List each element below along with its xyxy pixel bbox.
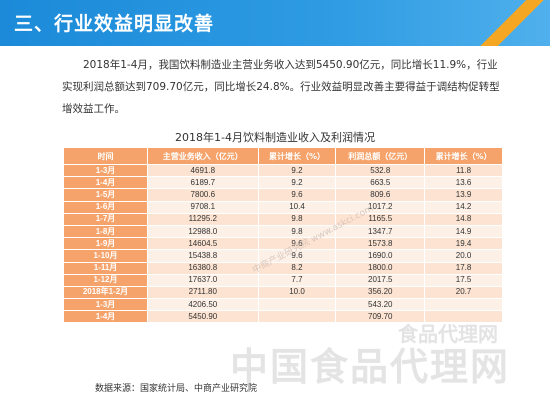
cell-profit-growth: 14.8 bbox=[424, 212, 503, 226]
cell-profit-growth: 14.2 bbox=[424, 200, 503, 214]
cell-revenue: 6189.7 bbox=[147, 176, 259, 190]
table-row: 1-3月 4691.8 9.2 532.8 11.8 bbox=[63, 163, 503, 178]
header-profit-growth: 累计增长（%） bbox=[424, 147, 503, 165]
cell-revenue: 11295.2 bbox=[147, 212, 259, 226]
cell-revenue-growth bbox=[257, 310, 337, 324]
cell-profit: 543.20 bbox=[335, 298, 426, 312]
cell-revenue: 9708.1 bbox=[147, 200, 259, 214]
cell-profit-growth: 20.0 bbox=[424, 249, 503, 263]
revenue-profit-table: 时间 主营业务收入（亿元） 累计增长（%） 利润总额（亿元） 累计增长（%） 1… bbox=[63, 147, 503, 324]
cell-revenue-growth: 9.6 bbox=[257, 188, 337, 202]
header-period: 时间 bbox=[63, 147, 148, 165]
cell-revenue-growth: 10.4 bbox=[257, 200, 337, 214]
cell-period: 1-11月 bbox=[63, 261, 148, 275]
cell-period: 1-5月 bbox=[63, 188, 148, 202]
cell-profit-growth: 13.9 bbox=[424, 188, 503, 202]
cell-profit-growth: 14.9 bbox=[424, 224, 503, 239]
table-row: 1-10月 15438.8 9.6 1690.0 20.0 bbox=[63, 249, 503, 263]
cell-profit: 2017.5 bbox=[335, 273, 426, 287]
cell-revenue: 14604.5 bbox=[147, 237, 259, 251]
cell-revenue-growth: 9.8 bbox=[257, 212, 337, 226]
table-header-row: 时间 主营业务收入（亿元） 累计增长（%） 利润总额（亿元） 累计增长（%） bbox=[63, 147, 503, 165]
cell-profit-growth: 17.8 bbox=[424, 261, 503, 275]
cell-period: 1-6月 bbox=[63, 200, 148, 214]
cell-revenue: 12988.0 bbox=[147, 224, 259, 239]
cell-profit: 709.70 bbox=[335, 310, 426, 324]
cell-revenue: 4206.50 bbox=[147, 298, 259, 312]
cell-revenue: 16380.8 bbox=[147, 261, 259, 275]
cell-period: 1-4月 bbox=[63, 176, 148, 190]
page-title: 三、行业效益明显改善 bbox=[14, 13, 215, 35]
cell-profit-growth: 17.5 bbox=[424, 273, 503, 287]
watermark-logo: 食品代理网 bbox=[398, 322, 498, 346]
decorative-accent bbox=[480, 0, 550, 46]
table-row: 1-8月 12988.0 9.8 1347.7 14.9 bbox=[63, 224, 503, 239]
cell-profit: 1573.8 bbox=[335, 237, 426, 251]
table-row: 1-4月 5450.90 709.70 bbox=[63, 310, 503, 324]
cell-revenue-growth: 9.2 bbox=[257, 163, 337, 178]
cell-profit: 1690.0 bbox=[335, 249, 426, 263]
table-row: 2018年1-2月 2711.80 10.0 356.20 20.7 bbox=[63, 285, 503, 300]
table-row: 1-11月 16380.8 8.2 1800.0 17.8 bbox=[63, 261, 503, 275]
header-profit: 利润总额（亿元） bbox=[335, 147, 426, 165]
cell-period: 1-10月 bbox=[63, 249, 148, 263]
cell-period: 1-7月 bbox=[63, 212, 148, 226]
cell-profit: 1800.0 bbox=[335, 261, 426, 275]
intro-text: 2018年1-4月，我国饮料制造业主营业务收入达到5450.90亿元，同比增长1… bbox=[62, 54, 502, 120]
table-row: 1-7月 11295.2 9.8 1165.5 14.8 bbox=[63, 212, 503, 226]
header-revenue: 主营业务收入（亿元） bbox=[147, 147, 259, 165]
table-title: 2018年1-4月饮料制造业收入及利润情况 bbox=[175, 131, 375, 144]
cell-profit: 809.6 bbox=[335, 188, 426, 202]
table-row: 1-6月 9708.1 10.4 1017.2 14.2 bbox=[63, 200, 503, 214]
cell-profit-growth: 19.4 bbox=[424, 237, 503, 251]
cell-period: 1-9月 bbox=[63, 237, 148, 251]
cell-revenue: 2711.80 bbox=[147, 285, 259, 300]
cell-revenue-growth: 7.7 bbox=[257, 273, 337, 287]
table-row: 1-3月 4206.50 543.20 bbox=[63, 298, 503, 312]
cell-profit-growth: 11.8 bbox=[424, 163, 503, 178]
cell-period: 1-8月 bbox=[63, 224, 148, 239]
cell-profit-growth: 13.6 bbox=[424, 176, 503, 190]
cell-revenue: 4691.8 bbox=[147, 163, 259, 178]
cell-revenue-growth: 9.2 bbox=[257, 176, 337, 190]
table-row: 1-5月 7800.6 9.6 809.6 13.9 bbox=[63, 188, 503, 202]
cell-revenue-growth: 10.0 bbox=[257, 285, 337, 300]
cell-revenue: 15438.8 bbox=[147, 249, 259, 263]
cell-profit: 532.8 bbox=[335, 163, 426, 178]
table-row: 1-9月 14604.5 9.6 1573.8 19.4 bbox=[63, 237, 503, 251]
cell-period: 2018年1-2月 bbox=[63, 285, 148, 300]
table-row: 1-4月 6189.7 9.2 663.5 13.6 bbox=[63, 176, 503, 190]
cell-profit: 663.5 bbox=[335, 176, 426, 190]
header-revenue-growth: 累计增长（%） bbox=[257, 147, 337, 165]
cell-profit: 1347.7 bbox=[335, 224, 426, 239]
watermark-bottom: 中国食品代理网 bbox=[230, 345, 511, 389]
cell-profit-growth bbox=[424, 310, 503, 324]
intro-paragraph: 2018年1-4月，我国饮料制造业主营业务收入达到5450.90亿元，同比增长1… bbox=[62, 59, 500, 115]
data-source: 数据来源：国家统计局、中商产业研究院 bbox=[95, 384, 258, 394]
cell-revenue: 7800.6 bbox=[147, 188, 259, 202]
cell-profit: 356.20 bbox=[335, 285, 426, 300]
cell-period: 1-3月 bbox=[63, 298, 148, 312]
cell-period: 1-3月 bbox=[63, 163, 148, 178]
cell-revenue: 5450.90 bbox=[147, 310, 259, 324]
cell-profit-growth bbox=[424, 298, 503, 312]
table-row: 1-12月 17637.0 7.7 2017.5 17.5 bbox=[63, 273, 503, 287]
cell-period: 1-4月 bbox=[63, 310, 148, 324]
cell-revenue-growth bbox=[257, 298, 337, 312]
title-bar: 三、行业效益明显改善 bbox=[0, 0, 550, 46]
cell-period: 1-12月 bbox=[63, 273, 148, 287]
cell-profit-growth: 20.7 bbox=[424, 285, 503, 300]
cell-revenue: 17637.0 bbox=[147, 273, 259, 287]
